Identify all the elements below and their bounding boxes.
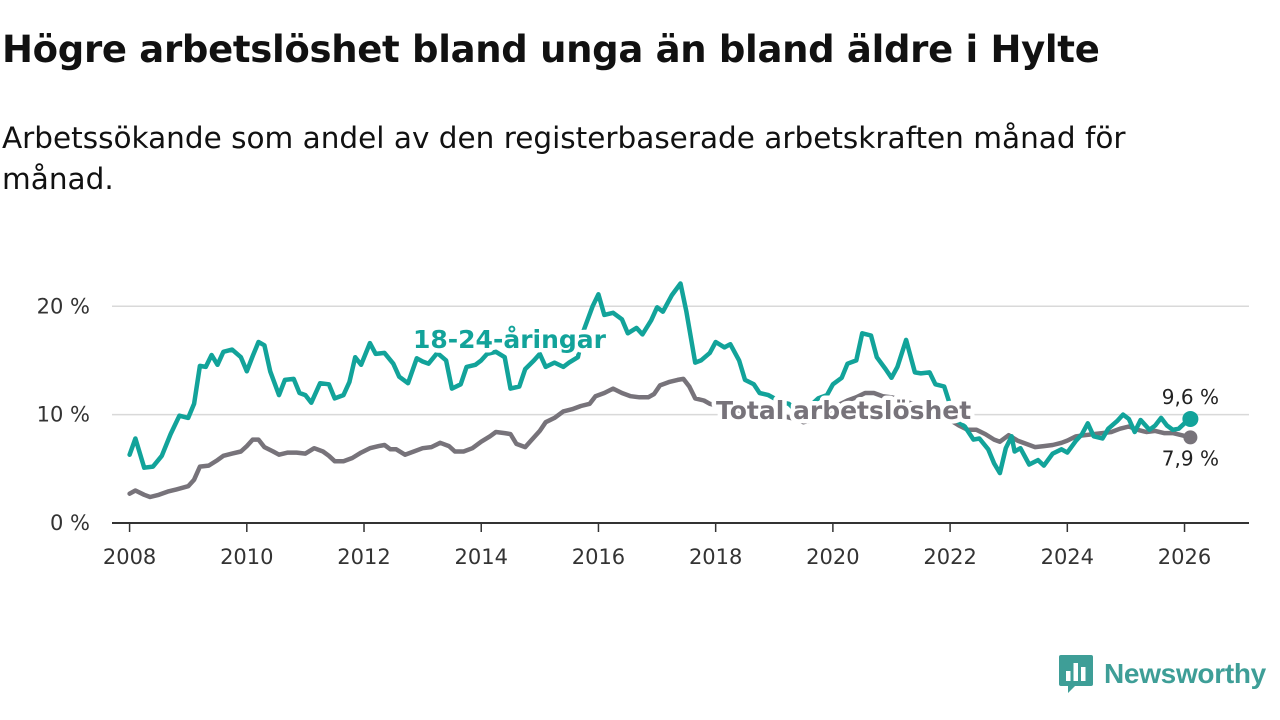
x-tick-label: 2020 <box>806 545 859 569</box>
x-tick-label: 2008 <box>103 545 156 569</box>
series-label-youth: 18-24-åringar <box>413 325 607 354</box>
series-label-total-halo: Total arbetslöshet <box>716 396 971 425</box>
y-tick-label: 20 % <box>37 294 90 318</box>
end-label-total: 7,9 % <box>1162 446 1219 470</box>
label-layer: 0 % 10 % 20 % 2008 2010 2012 2014 2016 2018 2020 2… <box>37 294 1219 569</box>
x-tick-label: 2012 <box>337 545 390 569</box>
x-tick-label: 2010 <box>220 545 273 569</box>
x-tick-label: 2022 <box>923 545 976 569</box>
end-marker-total <box>1183 430 1198 445</box>
series-line-youth <box>127 281 1193 476</box>
chart-title: Högre arbetslöshet bland unga än bland ä… <box>2 28 1100 71</box>
y-tick-label: 0 % <box>50 511 90 535</box>
x-tick-label: 2016 <box>572 545 625 569</box>
bar-chart-logo-icon <box>1059 655 1093 693</box>
x-tick-label: 2014 <box>455 545 508 569</box>
series-line-total <box>127 376 1193 500</box>
series-label-youth-halo: 18-24-åringar <box>413 325 607 354</box>
series-layer <box>127 281 1199 500</box>
brand-name: Newsworthy <box>1104 658 1266 689</box>
y-tick-label: 10 % <box>37 403 90 427</box>
x-tick-label: 2018 <box>689 545 742 569</box>
newsworthy-logo: Newsworthy <box>1058 654 1266 694</box>
end-label-youth: 9,6 % <box>1162 385 1219 409</box>
x-tick-label: 2026 <box>1158 545 1211 569</box>
series-label-total: Total arbetslöshet <box>716 396 971 425</box>
end-marker-youth <box>1182 410 1199 427</box>
chart-subtitle: Arbetssökande som andel av den registerb… <box>2 121 1126 196</box>
x-tick-label: 2024 <box>1041 545 1094 569</box>
grid-layer <box>112 305 1249 532</box>
